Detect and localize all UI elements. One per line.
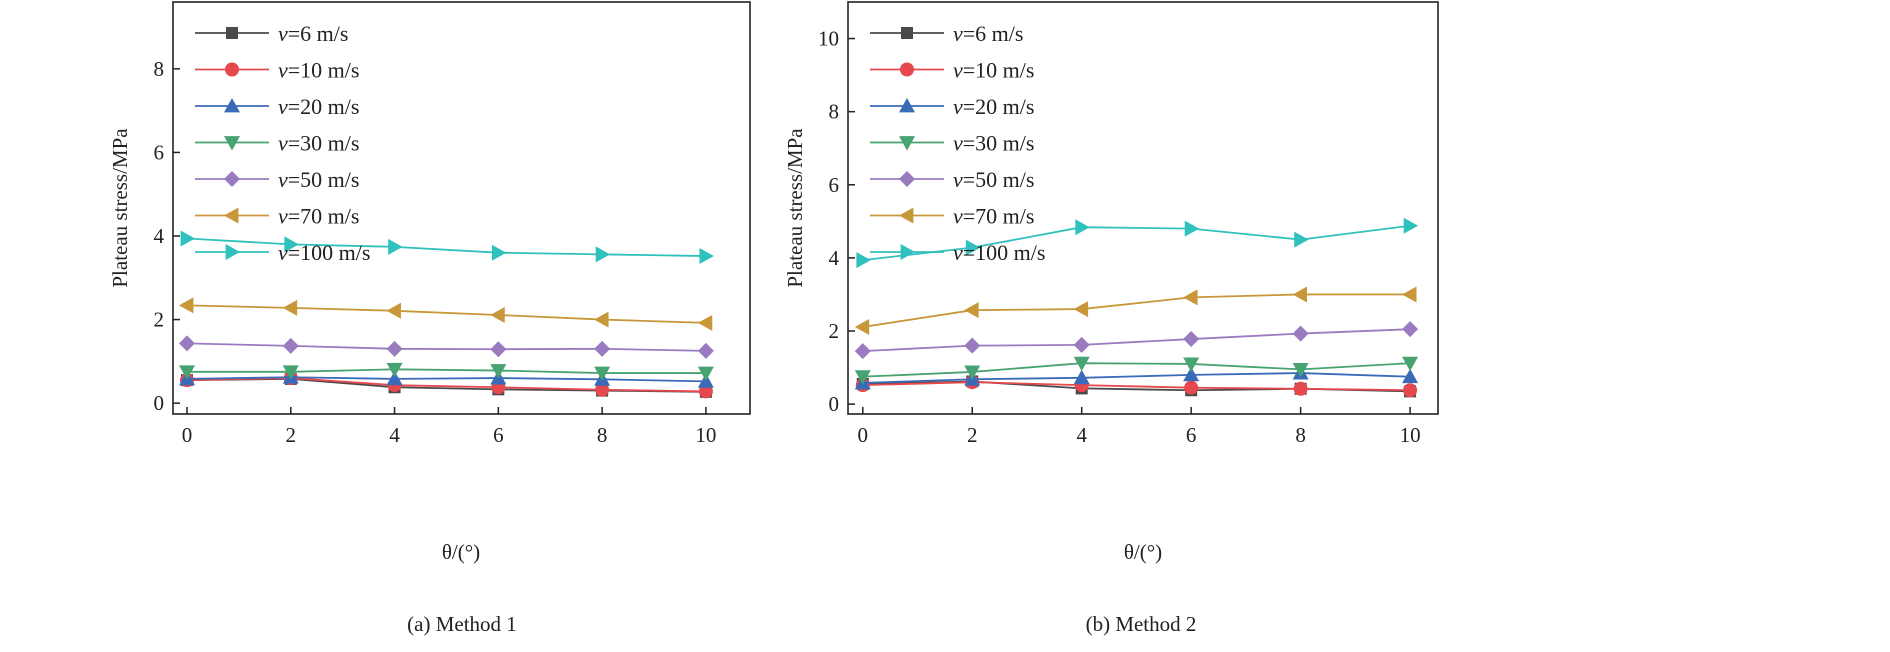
series-line (186, 237, 706, 257)
data-point (179, 335, 196, 352)
series-70-ms (179, 297, 713, 331)
x-tick-label: 6 (493, 423, 504, 447)
data-point (697, 314, 713, 331)
data-point (282, 299, 298, 316)
data-point (594, 366, 611, 382)
legend-label: v=50 m/s (278, 167, 359, 192)
y-tick-label: 0 (154, 391, 165, 415)
data-point (179, 297, 194, 314)
y-axis-label: Plateau stress/MPa (108, 128, 132, 288)
plot-frame (172, 1, 751, 415)
y-tick-label: 6 (154, 140, 165, 164)
data-point (491, 244, 507, 261)
legend-entry: v=6 m/s (195, 21, 348, 46)
data-point (388, 238, 403, 255)
series-line (186, 342, 706, 352)
data-point (595, 246, 611, 263)
data-point (386, 340, 403, 357)
y-tick-label: 4 (154, 224, 165, 248)
data-point (594, 340, 611, 357)
legend-label: v=100 m/s (278, 240, 370, 265)
legend-marker (224, 207, 239, 224)
legend-entry: v=70 m/s (195, 204, 359, 229)
legend-marker (224, 98, 240, 113)
y-tick-label: 8 (154, 57, 165, 81)
data-point (490, 306, 505, 323)
series-line (186, 376, 706, 383)
series-30-ms (179, 362, 714, 382)
data-point (490, 364, 507, 379)
series-50-ms (179, 335, 714, 359)
legend-marker (224, 136, 240, 151)
legend-label: v=70 m/s (278, 204, 359, 229)
series-100-ms (180, 230, 714, 265)
legend-entry: v=20 m/s (195, 94, 359, 119)
data-point (386, 362, 403, 378)
x-tick-label: 2 (286, 423, 297, 447)
legend-entry: v=30 m/s (195, 131, 359, 156)
data-point (180, 230, 196, 247)
legend-marker (226, 27, 238, 39)
x-axis-label-method-1: θ/(°) (441, 540, 481, 564)
data-point (594, 311, 609, 328)
legend-label: v=30 m/s (278, 131, 359, 156)
legend-marker (224, 171, 240, 187)
x-tick-label: 4 (389, 423, 400, 447)
series-line (186, 304, 706, 324)
data-point (284, 236, 299, 253)
legend-entry: v=50 m/s (195, 167, 359, 192)
x-axis-label-method-2: θ/(°) (1123, 540, 1163, 564)
data-point (490, 341, 507, 358)
data-point (386, 302, 401, 319)
legend-label: v=10 m/s (278, 58, 359, 83)
series-10-ms (180, 371, 713, 399)
data-point (386, 370, 403, 386)
caption-method-2: (b) Method 2 (1085, 612, 1197, 636)
caption-method-1: (a) Method 1 (407, 612, 517, 636)
legend-label: v=6 m/s (278, 21, 348, 46)
series-line (186, 377, 706, 393)
legend-marker (225, 244, 240, 260)
legend-entry: v=100 m/s (195, 240, 370, 265)
x-tick-label: 8 (597, 423, 608, 447)
data-point (699, 248, 714, 265)
data-point (697, 342, 714, 359)
x-tick-label: 10 (695, 423, 716, 447)
x-tick-label: 0 (182, 423, 193, 447)
legend-label: v=20 m/s (278, 94, 359, 119)
legend-marker (225, 62, 239, 77)
data-point (697, 366, 714, 382)
data-point (698, 384, 713, 399)
data-point (282, 365, 299, 380)
y-tick-label: 2 (154, 308, 165, 332)
data-point (282, 337, 299, 354)
data-point (595, 382, 610, 397)
data-point (179, 365, 196, 380)
series-line (187, 368, 706, 374)
legend-entry: v=10 m/s (195, 58, 359, 83)
